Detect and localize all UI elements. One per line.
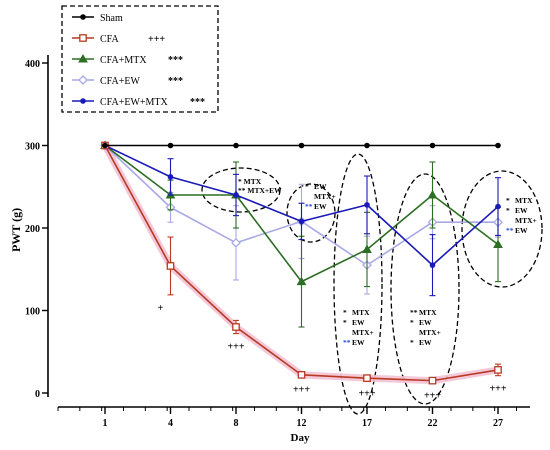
sham-series-point	[429, 142, 436, 149]
legend-sham-point	[80, 14, 86, 20]
group-significance-stars: *	[410, 338, 414, 347]
group-significance-label: ** MTX+EW	[238, 186, 282, 195]
cfa-ew-mtx-series-point	[495, 203, 501, 210]
x-tick-label: 1	[103, 418, 108, 429]
cfa-series-point	[428, 376, 437, 385]
group-significance-label: MTX+	[515, 216, 537, 225]
sham-series-point	[364, 142, 370, 149]
sham-series-point	[495, 142, 501, 149]
cfa-series-point	[494, 366, 502, 374]
sham-series-point	[102, 142, 108, 149]
legend-label-cfa-ew: CFA+EW	[100, 76, 140, 87]
x-tick-label: 27	[493, 418, 503, 429]
cfa-significance-mark: +++	[358, 389, 375, 400]
cfa-ew-mtx-series	[102, 142, 501, 297]
group-significance-stars: **	[343, 338, 351, 347]
cfa-series-point	[232, 323, 240, 331]
cfa-ew-mtx-series-point	[364, 202, 370, 208]
cfa-mtx-series-point	[296, 276, 307, 286]
group-significance-stars: **	[410, 308, 418, 317]
legend-label-cfa: CFA	[100, 34, 119, 45]
legend-significance-cfa-ew-mtx: ***	[190, 97, 205, 108]
significance-oval	[333, 153, 383, 415]
x-tick-label: 22	[428, 418, 438, 429]
sham-series-point	[298, 142, 305, 149]
group-significance-label: MTX	[352, 308, 370, 317]
legend-cfa-ew-mtx-point	[80, 98, 86, 104]
cfa-mtx-series-point	[362, 244, 372, 253]
sham-series-point	[167, 142, 174, 149]
y-tick-label: 300	[25, 142, 40, 153]
x-axis-title: Day	[291, 432, 310, 444]
cfa-ew-mtx-series-point	[233, 192, 239, 198]
cfa-ew-series-point	[231, 237, 241, 248]
cfa-mtx-series-point	[427, 189, 438, 199]
y-tick-label: 100	[25, 307, 40, 318]
group-significance-stars: *	[343, 308, 347, 317]
cfa-significance-mark: +++	[489, 384, 506, 395]
y-tick-label: 400	[25, 59, 40, 70]
cfa-series-point	[297, 370, 306, 379]
group-significance-label: EW	[352, 338, 365, 347]
significance-oval	[461, 170, 543, 288]
group-significance-label: EW	[314, 182, 327, 191]
group-significance-label: MTX+	[314, 192, 336, 201]
significance-oval	[390, 173, 460, 405]
cfa-significance-mark: +++	[424, 390, 441, 401]
legend-label-cfa-mtx: CFA+MTX	[100, 55, 147, 66]
legend-significance-cfa: +++	[148, 34, 165, 45]
group-significance-stars: *	[506, 206, 510, 215]
group-significance-label: MTX	[419, 308, 437, 317]
y-axis-title: PWT (g)	[9, 208, 23, 252]
y-tick-label: 200	[25, 224, 40, 235]
group-significance-label: EW	[314, 202, 327, 211]
group-significance-label: MTX+	[352, 328, 374, 337]
group-significance-label: EW	[515, 226, 528, 235]
cfa-series-point	[166, 262, 175, 270]
legend-significance-cfa-ew: ***	[168, 76, 183, 87]
cfa-significance-mark: +++	[227, 342, 244, 353]
sham-series-point	[233, 142, 239, 149]
legend-cfa-point	[79, 34, 87, 42]
x-tick-label: 12	[297, 418, 307, 429]
group-significance-label: * MTX	[238, 177, 262, 186]
cfa-significance-mark: +	[158, 303, 164, 314]
group-significance-stars: *	[305, 182, 309, 191]
legend-cfa-mtx-point	[78, 53, 88, 63]
group-significance-label: EW	[419, 338, 432, 347]
group-significance-stars: *	[410, 318, 414, 327]
sham-series	[102, 142, 501, 149]
axes: 0 100 200 300 400 PWT (g) 1 4 8 12 17 22 27 Day	[9, 55, 530, 444]
cfa-ew-mtx-series-point	[167, 174, 174, 180]
group-significance-label: MTX+	[419, 328, 441, 337]
legend-cfa-ew-point	[78, 75, 88, 85]
legend: Sham CFA +++CFA+MTX *** CFA+EW *** CFA+EW+MTX *…	[61, 5, 219, 113]
legend-label-cfa-ew-mtx: CFA+EW+MTX	[100, 97, 169, 108]
cfa-series-point	[363, 374, 371, 383]
y-tick-label: 0	[35, 389, 40, 400]
group-significance-stars: **	[305, 202, 313, 211]
group-significance-stars: *	[343, 318, 347, 327]
x-tick-label: 8	[234, 418, 239, 429]
x-tick-label: 17	[362, 418, 372, 429]
plot-area	[100, 140, 503, 385]
cfa-ew-mtx-series-point	[429, 262, 436, 268]
cfa-ew-mtx-series-point	[298, 218, 305, 225]
legend-significance-cfa-mtx: ***	[168, 55, 183, 66]
significance-oval	[201, 167, 281, 213]
group-significance-label: MTX	[515, 196, 533, 205]
legend-label-sham: Sham	[100, 13, 123, 24]
cfa-significance-mark: +++	[293, 385, 310, 396]
cfa-mtx-series-point	[493, 239, 503, 248]
group-significance-stars: **	[506, 226, 514, 235]
group-significance-label: EW	[419, 318, 432, 327]
group-significance-label: EW	[515, 206, 528, 215]
group-significance-label: EW	[352, 318, 365, 327]
x-tick-label: 4	[168, 418, 173, 429]
group-significance-stars: *	[506, 196, 510, 205]
